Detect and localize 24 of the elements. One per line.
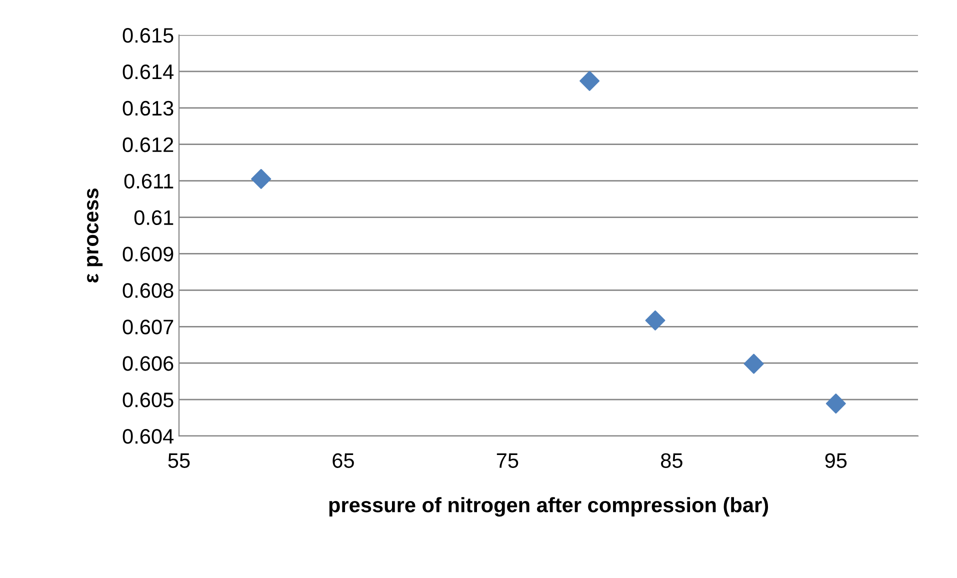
y-tick-label: 0.615 xyxy=(122,28,174,43)
y-tick-label: 0.612 xyxy=(122,137,174,152)
y-tick-label: 0.61 xyxy=(134,210,174,226)
x-tick-label: 95 xyxy=(825,453,847,468)
y-tick-label: 0.605 xyxy=(122,392,174,408)
point xyxy=(580,70,600,91)
point xyxy=(645,310,666,330)
y-tick-label: 0.608 xyxy=(122,283,174,298)
y-tick-label: 0.614 xyxy=(122,64,174,80)
y-tick-label: 0.607 xyxy=(122,320,174,334)
y-axis-title: ε process xyxy=(87,188,103,283)
y-tick-label: 0.611 xyxy=(124,174,174,189)
point xyxy=(826,394,846,414)
x-tick-label: 85 xyxy=(660,453,682,468)
y-tick-label: 0.606 xyxy=(122,356,174,371)
y-tick-label: 0.609 xyxy=(122,246,174,262)
x-tick-label: 55 xyxy=(168,453,190,468)
y-tick-label: 0.613 xyxy=(122,100,174,116)
x-tick-label: 65 xyxy=(332,453,354,468)
y-tick-label: 0.604 xyxy=(122,429,174,444)
x-axis-title: pressure of nitrogen after compression (bar) xyxy=(329,497,768,517)
point xyxy=(251,168,272,190)
point xyxy=(744,354,764,374)
x-tick-label: 75 xyxy=(496,453,518,468)
